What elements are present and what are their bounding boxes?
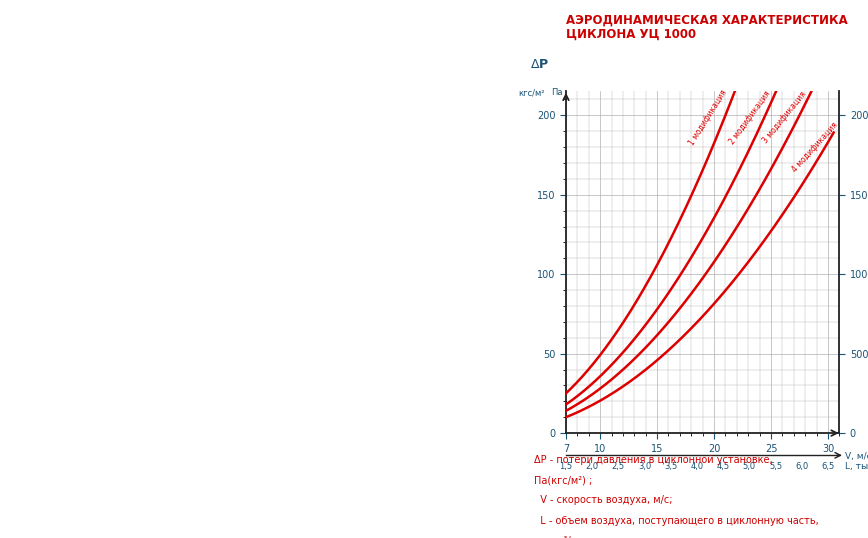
Text: L, тыс м³/ч.: L, тыс м³/ч. [845,462,868,471]
Text: V, м/с: V, м/с [845,452,868,461]
Text: 2,5: 2,5 [612,462,625,471]
Text: ΔP - потери давления в циклонной установке,: ΔP - потери давления в циклонной установ… [534,455,773,465]
Text: Па: Па [551,88,562,97]
Text: ЦИКЛОНА УЦ 1000: ЦИКЛОНА УЦ 1000 [566,28,696,41]
Text: 4,5: 4,5 [717,462,730,471]
Text: кгс/м²: кгс/м² [518,88,544,97]
Text: 2 модификация: 2 модификация [728,89,773,146]
Text: 5,5: 5,5 [769,462,782,471]
Text: 6,0: 6,0 [795,462,808,471]
Text: тыс м³/ч.: тыс м³/ч. [534,536,579,538]
Text: АЭРОДИНАМИЧЕСКАЯ ХАРАКТЕРИСТИКА: АЭРОДИНАМИЧЕСКАЯ ХАРАКТЕРИСТИКА [566,13,848,26]
Text: 2,0: 2,0 [586,462,599,471]
Text: 1,5: 1,5 [559,462,573,471]
Text: 1 модификация: 1 модификация [687,88,728,147]
Text: $\Delta$P: $\Delta$P [530,58,549,71]
Text: 4,0: 4,0 [690,462,703,471]
Text: 3 модификация: 3 модификация [761,90,808,145]
Text: 4 модификация: 4 модификация [791,121,840,174]
Text: L - объем воздуха, поступающего в циклонную часть,: L - объем воздуха, поступающего в циклон… [534,516,819,526]
Text: 3,0: 3,0 [638,462,651,471]
Text: 6,5: 6,5 [821,462,835,471]
Text: 3,5: 3,5 [664,462,677,471]
Text: Па(кгс/м²) ;: Па(кгс/м²) ; [534,475,592,485]
Text: 5,0: 5,0 [743,462,756,471]
Text: V - скорость воздуха, м/с;: V - скорость воздуха, м/с; [534,495,673,506]
